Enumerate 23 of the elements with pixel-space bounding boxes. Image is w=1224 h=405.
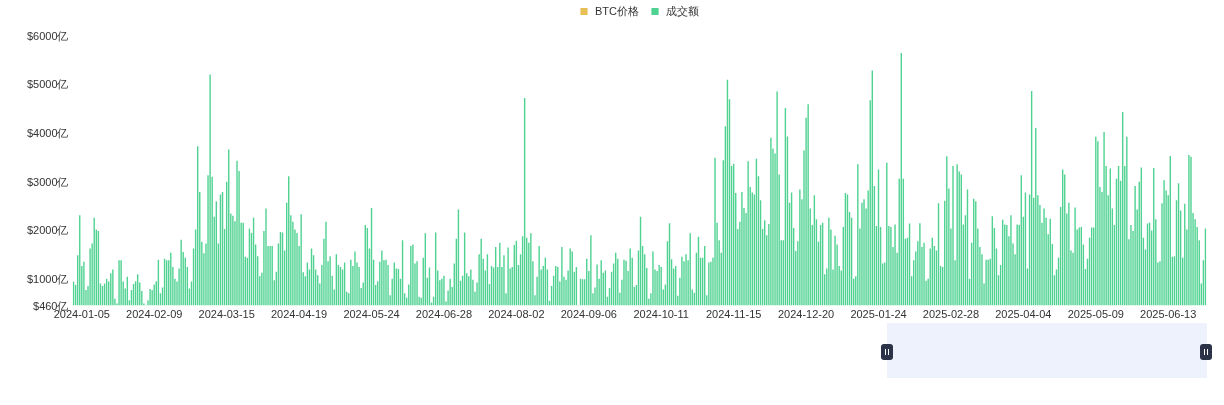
- x-tick-label: 2024-08-02: [488, 307, 545, 320]
- x-tick-label: 2025-04-04: [995, 307, 1052, 320]
- x-tick-label: 2024-05-24: [343, 307, 400, 320]
- x-tick-label: 2024-12-20: [777, 307, 835, 320]
- legend-label: 成交额: [666, 3, 699, 19]
- y-tick-label: $4000亿: [26, 126, 69, 139]
- x-tick-label: 2024-02-09: [126, 307, 183, 320]
- x-tick-label: 2025-06-13: [1140, 307, 1197, 320]
- x-tick-label: 2024-04-19: [270, 307, 328, 320]
- y-tick-label: $6000亿: [26, 29, 69, 42]
- x-tick-label: 2024-03-15: [198, 307, 255, 320]
- y-tick-label: $2000亿: [26, 224, 69, 237]
- x-tick-label: 2024-06-28: [415, 307, 473, 320]
- x-tick-label: 2025-01-24: [850, 307, 907, 320]
- y-tick-label: $1000亿: [26, 273, 69, 286]
- y-tick-label: $5000亿: [26, 78, 69, 91]
- x-tick-label: 2024-11-15: [705, 307, 762, 320]
- y-tick-label: $3000亿: [26, 175, 69, 188]
- x-tick-label: 2025-05-09: [1067, 307, 1124, 320]
- x-tick-label: 2025-02-28: [922, 307, 980, 320]
- x-tick-label: 2024-09-06: [560, 307, 617, 320]
- legend-label: BTC价格: [595, 3, 639, 19]
- x-tick-label: 2024-10-11: [633, 307, 689, 320]
